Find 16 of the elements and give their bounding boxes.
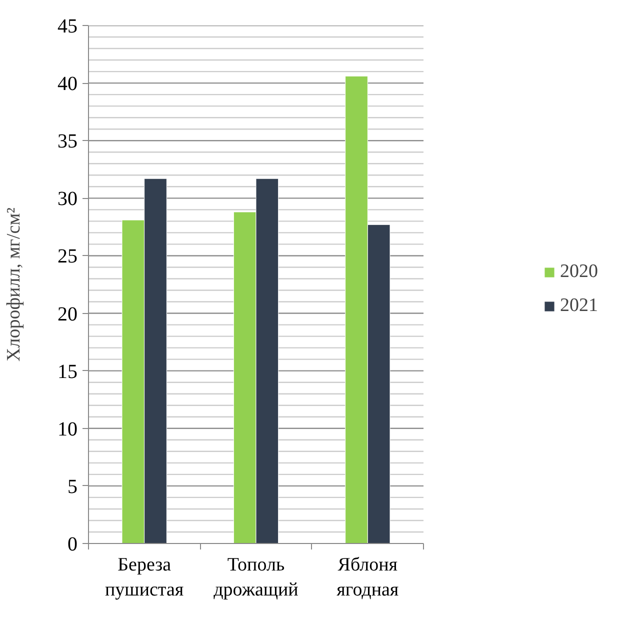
- legend-label: 2020: [560, 261, 598, 283]
- y-tick-label: 35: [58, 130, 78, 153]
- y-tick-label: 30: [58, 188, 78, 210]
- y-tick-label: 20: [58, 303, 78, 326]
- x-tick-label: Яблоня ягодная: [336, 554, 399, 601]
- x-tick-label: Тополь дрожащий: [214, 554, 298, 601]
- legend-label: 2021: [560, 295, 598, 317]
- y-tick-label: 5: [68, 476, 78, 498]
- y-tick-label: 25: [58, 246, 78, 268]
- y-tick-label: 40: [58, 73, 78, 96]
- x-tick-label: Береза пушистая: [105, 554, 184, 601]
- y-axis-title: Хлорофилл, мг/см²: [4, 207, 24, 362]
- y-tick-label: 45: [58, 16, 78, 38]
- y-tick-label: 10: [58, 418, 78, 440]
- y-tick-label: 15: [58, 360, 78, 383]
- y-tick-label: 0: [68, 534, 78, 556]
